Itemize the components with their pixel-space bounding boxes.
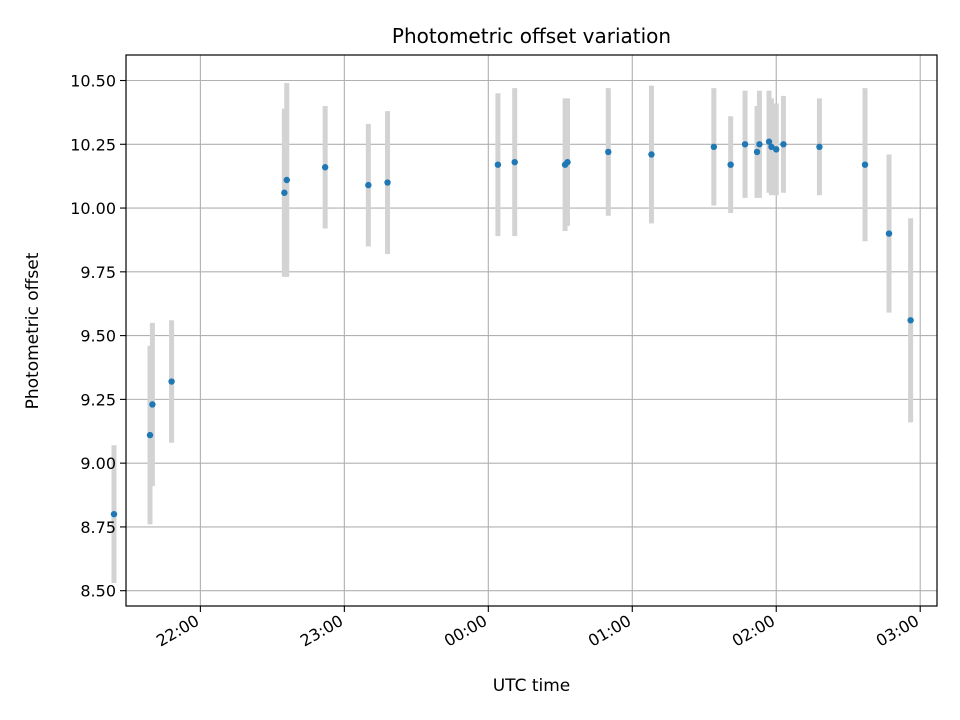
data-point [110, 510, 118, 518]
data-point [149, 401, 156, 408]
data-point [753, 148, 761, 156]
data-point [321, 164, 329, 171]
y-tick-label: 9.75 [80, 263, 116, 282]
data-point [768, 143, 775, 151]
data-point [384, 179, 391, 186]
data-point [756, 141, 763, 148]
data-point [907, 317, 914, 324]
y-tick-label: 9.00 [80, 454, 116, 473]
data-point [511, 158, 518, 166]
grid [126, 55, 937, 606]
y-tick-label: 10.25 [70, 135, 116, 154]
y-tick-label: 10.00 [70, 199, 116, 218]
data-point [885, 230, 893, 237]
data-point [281, 189, 288, 196]
y-axis-ticks: 8.50 8.75 9.00 9.25 9.50 9.75 10.00 10.25 10.50 [70, 72, 126, 601]
data-point [816, 143, 823, 151]
y-tick-label: 9.25 [80, 390, 116, 409]
data-point [564, 158, 571, 166]
data-point [710, 143, 718, 151]
y-axis-title: Photometric offset [23, 252, 43, 409]
data-point [365, 181, 372, 189]
data-point [146, 431, 154, 439]
y-tick-label: 9.50 [80, 327, 116, 346]
data-point [283, 176, 290, 184]
y-tick-label: 8.75 [80, 518, 116, 537]
data-point [648, 151, 655, 158]
data-point [741, 141, 749, 148]
data-point [780, 141, 787, 148]
data-point [773, 146, 780, 153]
data-point [765, 138, 773, 145]
chart-title: Photometric offset variation [392, 24, 671, 48]
data-point [494, 161, 502, 168]
data-point [168, 378, 175, 385]
plot-frame [125, 54, 938, 607]
y-tick-label: 10.50 [70, 72, 116, 91]
data-point [861, 161, 869, 168]
x-axis-title: UTC time [493, 676, 571, 696]
data-points [110, 138, 914, 518]
y-tick-label: 8.50 [80, 582, 116, 601]
data-point [605, 148, 612, 156]
data-point [727, 161, 734, 168]
